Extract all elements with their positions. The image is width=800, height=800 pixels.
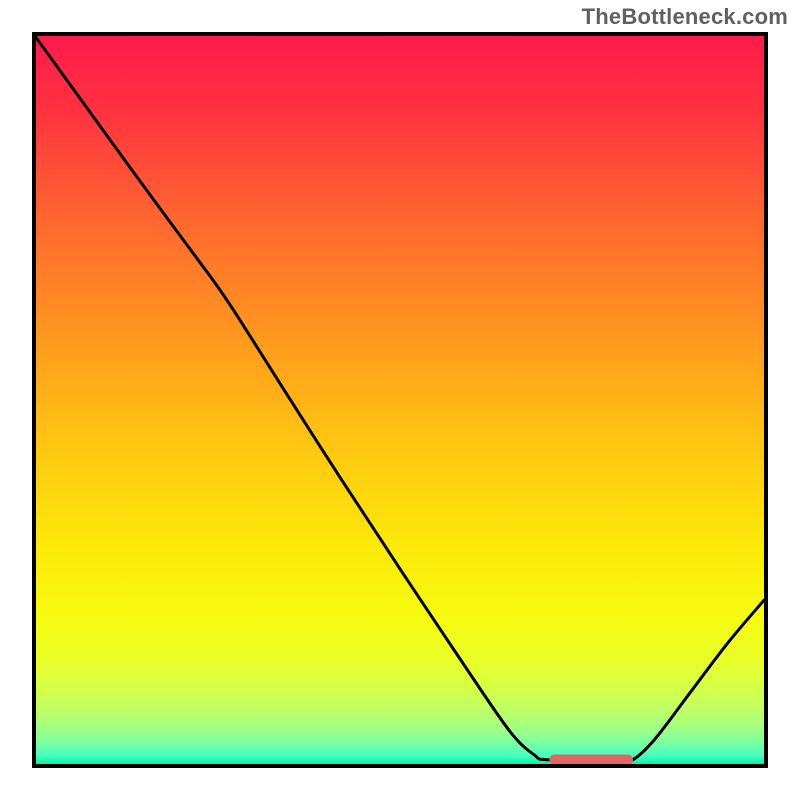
optimal-range-marker [549, 755, 633, 765]
chart-background [36, 36, 764, 764]
chart-container: { "canvas": { "width": 800, "height": 80… [0, 0, 800, 800]
bottleneck-chart [0, 0, 800, 800]
